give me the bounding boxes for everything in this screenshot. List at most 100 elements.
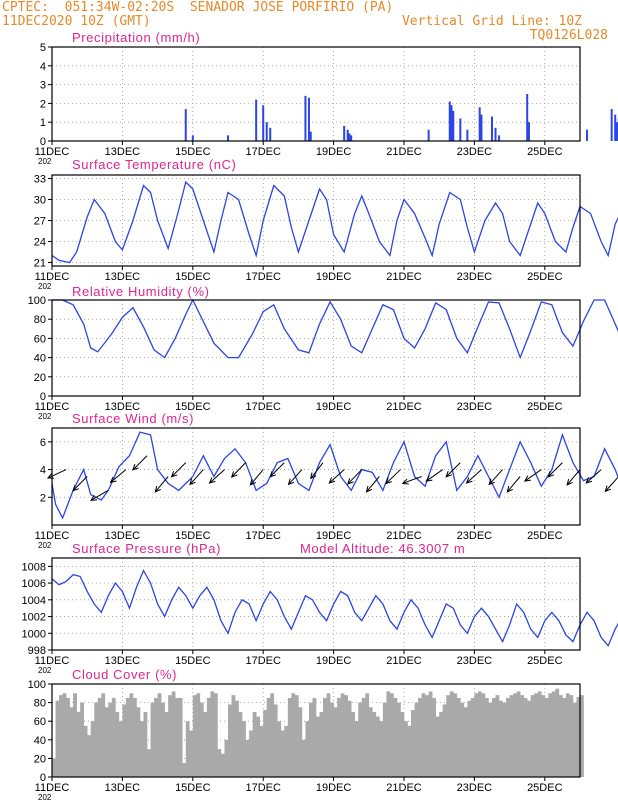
cloud-bar bbox=[333, 707, 338, 777]
x-tick-label: 21DEC bbox=[386, 401, 422, 413]
y-tick-label: 20 bbox=[34, 753, 46, 765]
wind-arrow-head bbox=[90, 495, 98, 501]
year-fragment: 202 bbox=[38, 666, 52, 675]
cloud-bar bbox=[104, 707, 109, 777]
cloud-bar bbox=[73, 693, 77, 777]
series-line bbox=[51, 431, 618, 520]
cloud-bar bbox=[319, 711, 324, 777]
x-tick-label: 11DEC bbox=[35, 530, 70, 542]
cloud-bar bbox=[432, 697, 436, 777]
series-line bbox=[51, 569, 618, 648]
y-tick-label: 1008 bbox=[22, 561, 46, 573]
wind-arrow bbox=[524, 469, 542, 482]
cloud-bar bbox=[231, 695, 236, 777]
cloud-bar bbox=[544, 697, 549, 777]
station-header: CPTEC: 051:34W-02:20S SENADOR JOSE PORFI… bbox=[2, 0, 394, 15]
x-tick-label: 17DEC bbox=[245, 401, 281, 413]
cloud-bar bbox=[291, 693, 296, 777]
wind-arrow bbox=[402, 476, 422, 484]
y-tick-label: 4 bbox=[40, 61, 46, 73]
cloud-bar bbox=[340, 693, 345, 777]
panel-annotation: Model Altitude: 46.3007 m bbox=[300, 541, 465, 556]
x-tick-label: 21DEC bbox=[386, 530, 422, 542]
grid-line-note: Vertical Grid Line: 10Z bbox=[401, 14, 582, 29]
cloud-bar bbox=[460, 702, 465, 777]
wind-arrow-head bbox=[189, 478, 196, 486]
x-tick-label: 13DEC bbox=[105, 782, 141, 794]
wind-arrow-head bbox=[385, 477, 392, 485]
wind-arrow bbox=[604, 476, 618, 492]
y-tick-label: 6 bbox=[40, 437, 46, 449]
wind-arrow bbox=[269, 462, 285, 478]
y-tick-label: 60 bbox=[34, 333, 46, 345]
precip-bar bbox=[586, 129, 589, 141]
wind-arrow-head bbox=[208, 477, 216, 484]
wind-arrow bbox=[566, 469, 581, 486]
y-tick-label: 24 bbox=[34, 237, 46, 249]
panel-frame bbox=[51, 46, 581, 142]
cloud-bar bbox=[481, 693, 486, 777]
y-tick-label: 100 bbox=[28, 295, 46, 307]
wind-arrow bbox=[288, 469, 303, 485]
panel-frame bbox=[51, 427, 581, 526]
panel-title: Surface Pressure (hPa) bbox=[72, 541, 221, 556]
precip-bar bbox=[348, 133, 351, 141]
cloud-bar bbox=[189, 730, 194, 777]
cloud-bar bbox=[558, 695, 563, 777]
cloud-bar bbox=[118, 721, 123, 777]
cloud-bar bbox=[263, 710, 268, 777]
cloud-bar bbox=[294, 695, 299, 777]
cloud-bar bbox=[523, 697, 528, 777]
cloud-bar bbox=[178, 697, 183, 777]
cloud-bar bbox=[132, 697, 137, 777]
cloud-bar bbox=[470, 697, 475, 777]
cloud-bar bbox=[245, 739, 250, 777]
cloud-bar bbox=[576, 697, 581, 777]
year-fragment: 202 bbox=[38, 157, 52, 166]
cloud-bar bbox=[569, 695, 574, 777]
wind-arrow-head bbox=[132, 464, 139, 471]
wind-arrow bbox=[171, 462, 187, 478]
cloud-bar bbox=[161, 702, 165, 777]
x-tick-label: 11DEC bbox=[35, 271, 70, 283]
precip-bar bbox=[346, 129, 349, 141]
cloud-bar bbox=[562, 697, 567, 777]
panel-title: Cloud Cover (%) bbox=[72, 667, 177, 682]
wind-arrow-head bbox=[401, 478, 409, 485]
precip-bar bbox=[227, 135, 229, 141]
wind-arrow-head bbox=[328, 477, 336, 484]
precip-bar bbox=[526, 94, 529, 141]
x-tick-label: 19DEC bbox=[316, 655, 352, 667]
wind-arrow bbox=[426, 469, 444, 482]
precip-bar bbox=[269, 127, 272, 141]
series-line bbox=[52, 298, 618, 360]
cloud-bar bbox=[372, 711, 377, 777]
cloud-bar bbox=[164, 711, 169, 777]
year-fragment: 202 bbox=[38, 541, 52, 550]
precip-bar bbox=[191, 135, 194, 141]
wind-arrow-head bbox=[445, 470, 453, 478]
cloud-bar bbox=[358, 702, 363, 777]
wind-arrow bbox=[231, 462, 246, 478]
y-tick-label: 40 bbox=[34, 735, 46, 747]
x-tick-label: 11DEC bbox=[35, 146, 70, 158]
x-tick-label: 15DEC bbox=[175, 782, 211, 794]
cloud-bar bbox=[330, 702, 334, 777]
cloud-bar bbox=[224, 739, 229, 777]
wind-arrow bbox=[154, 476, 169, 493]
cloud-bar bbox=[115, 711, 120, 777]
cloud-bar bbox=[516, 691, 521, 777]
x-tick-label: 21DEC bbox=[386, 655, 422, 667]
x-tick-label: 11DEC bbox=[35, 401, 70, 413]
wind-arrow-head bbox=[170, 470, 178, 478]
precip-bar bbox=[304, 95, 307, 141]
x-tick-label: 19DEC bbox=[316, 401, 352, 413]
y-tick-label: 80 bbox=[34, 314, 46, 326]
x-tick-label: 17DEC bbox=[245, 271, 281, 283]
wind-arrow-head bbox=[269, 470, 277, 478]
cloud-bar bbox=[368, 707, 373, 777]
y-tick-label: 20 bbox=[34, 372, 46, 384]
precip-bar bbox=[466, 129, 469, 141]
cloud-bar bbox=[143, 711, 148, 777]
